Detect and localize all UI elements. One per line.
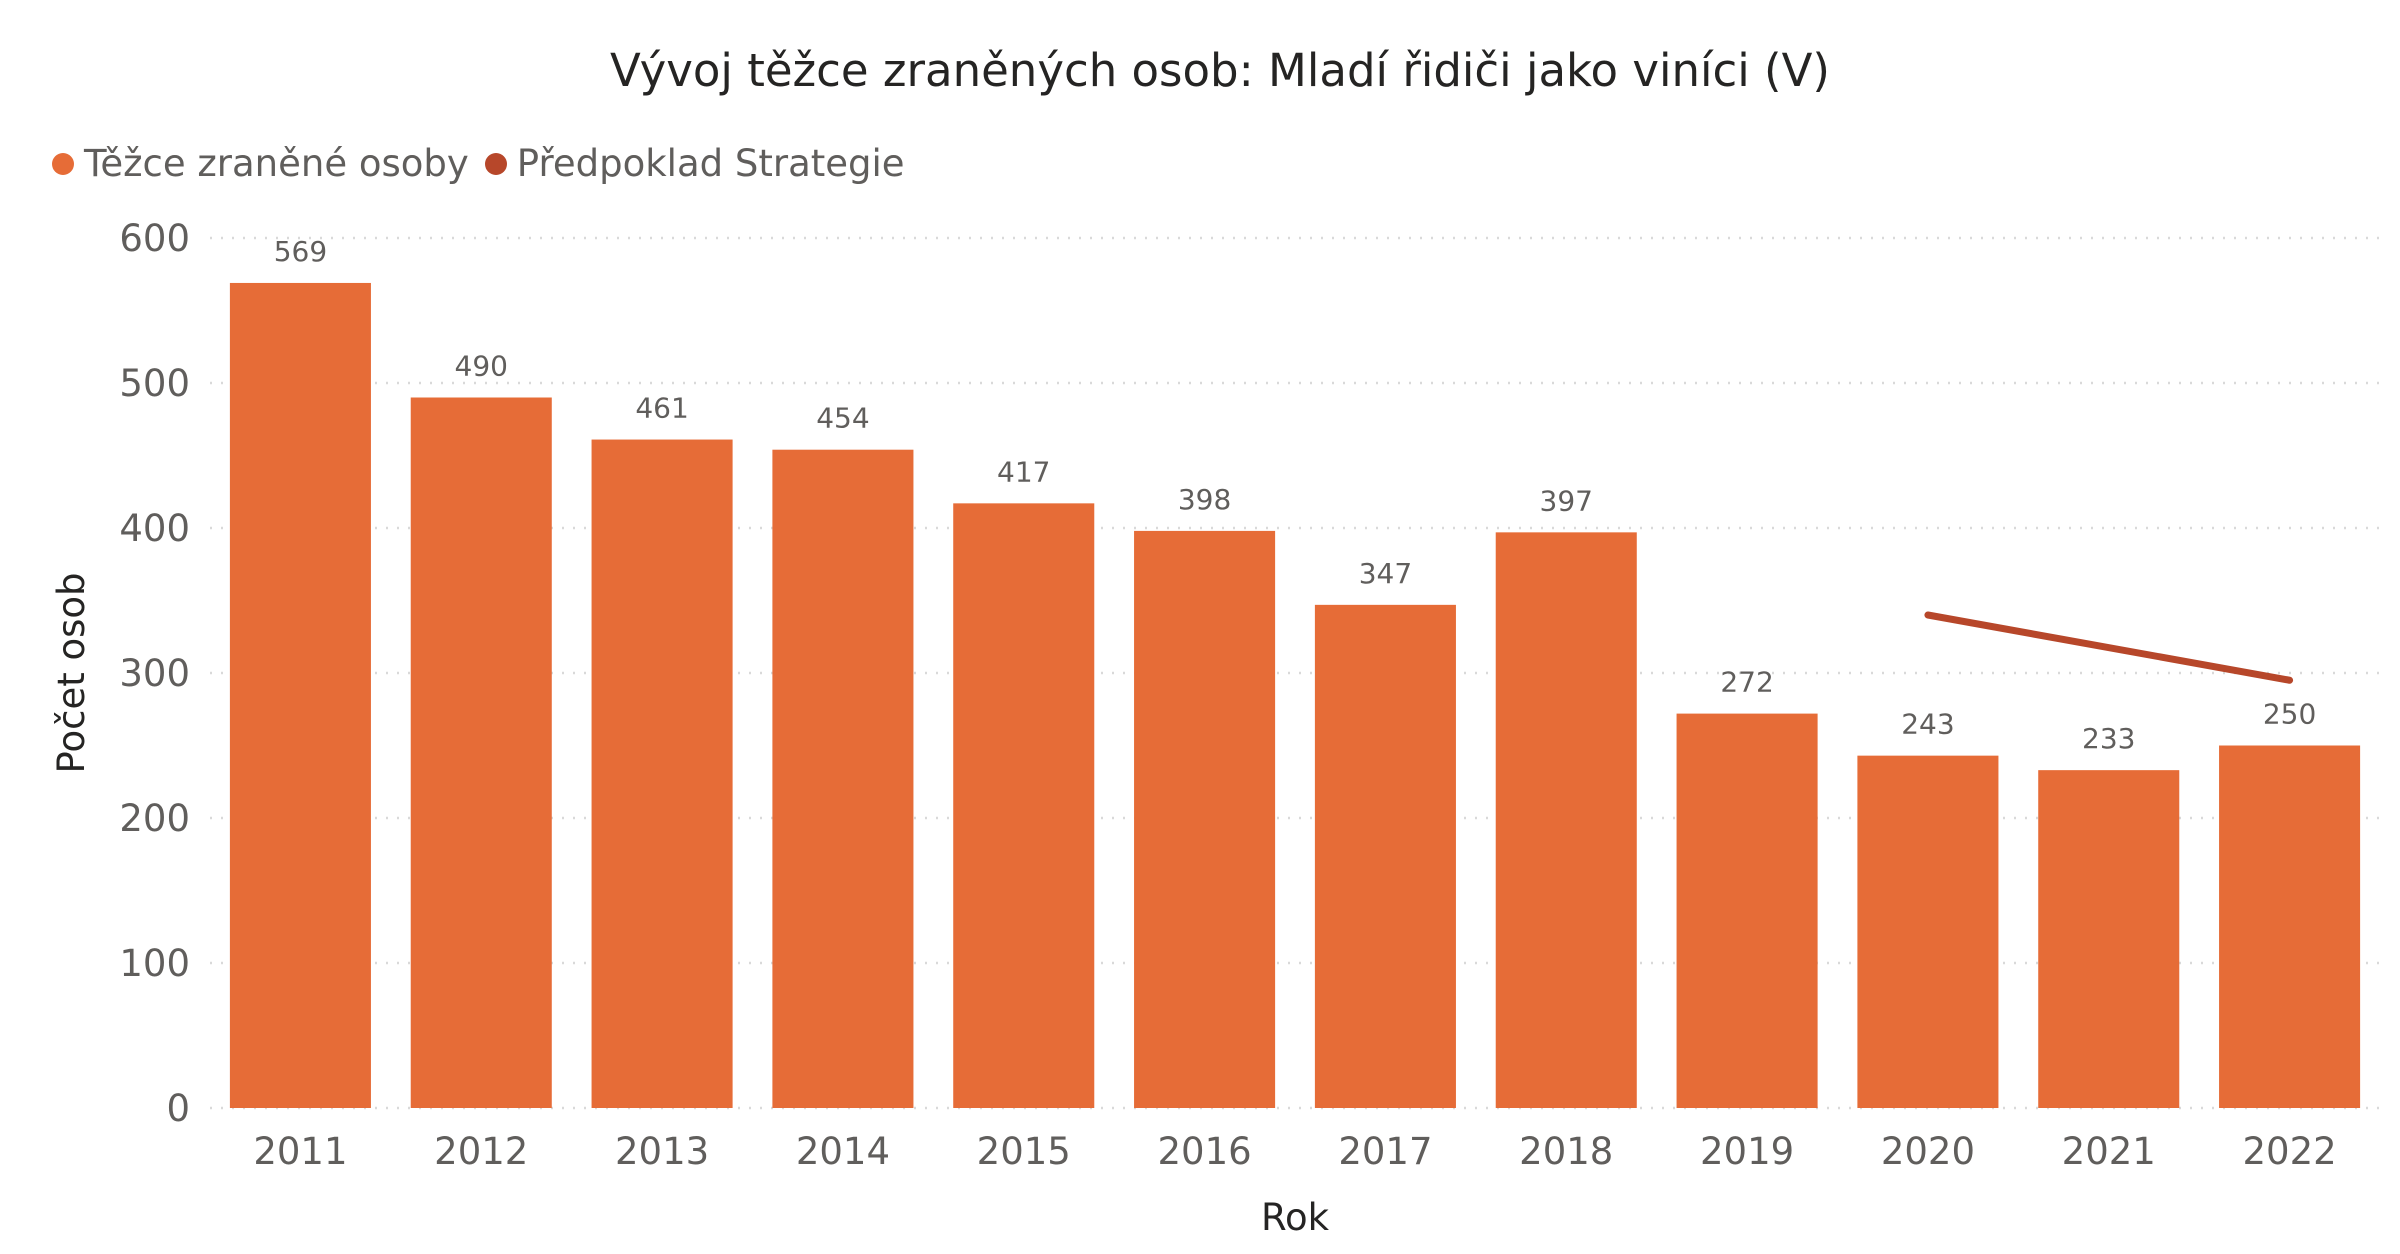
x-tick-label: 2019 (1700, 1130, 1794, 1173)
bar-2021 (2038, 770, 2180, 1108)
data-label: 569 (274, 235, 327, 268)
legend-item-line[interactable]: Předpoklad Strategie (484, 142, 905, 185)
data-labels: 569 490 461 454 417 398 347 397 272 243 233 250 (274, 235, 2317, 755)
data-label: 398 (1178, 483, 1231, 516)
legend: Těžce zraněné osoby Předpoklad Strategie (52, 142, 921, 185)
y-tick-label: 600 (119, 217, 190, 260)
y-tick-label: 500 (119, 362, 190, 405)
x-tick-label: 2017 (1338, 1130, 1432, 1173)
bar-2014 (772, 449, 914, 1108)
data-label: 417 (997, 455, 1050, 488)
bar-2016 (1134, 530, 1276, 1108)
legend-marker-line (484, 152, 507, 175)
strategy-line (1924, 611, 2294, 684)
bar-2015 (953, 503, 1095, 1109)
bar-2013 (591, 439, 733, 1108)
x-tick-label: 2013 (615, 1130, 709, 1173)
bars (229, 282, 2361, 1109)
x-tick-label: 2018 (1519, 1130, 1613, 1173)
data-label: 250 (2263, 698, 2316, 731)
bar-2020 (1857, 755, 1999, 1108)
legend-label-line: Předpoklad Strategie (516, 142, 905, 185)
x-tick-label: 2015 (977, 1130, 1071, 1173)
data-label: 243 (1901, 708, 1954, 741)
x-tick-label: 2011 (253, 1130, 347, 1173)
y-tick-label: 200 (119, 797, 190, 840)
x-axis-title: Rok (1261, 1196, 1330, 1239)
chart-title: Vývoj těžce zraněných osob: Mladí řidiči… (610, 44, 1830, 97)
x-tick-label: 2022 (2242, 1130, 2336, 1173)
axis-ticks: 0 100 200 300 400 500 600 2011 2012 2013 2014 2015 2… (119, 217, 2336, 1173)
legend-marker-bars (52, 152, 74, 175)
strategy-line-layer (1924, 611, 2294, 684)
x-tick-label: 2020 (1881, 1130, 1975, 1173)
bar-2018 (1495, 532, 1637, 1108)
bar-2011 (229, 282, 371, 1108)
y-tick-label: 400 (119, 507, 190, 550)
x-tick-label: 2016 (1157, 1130, 1251, 1173)
data-label: 233 (2082, 722, 2135, 755)
bar-2012 (410, 397, 552, 1108)
data-label: 490 (455, 350, 508, 383)
x-tick-label: 2014 (796, 1130, 890, 1173)
data-label: 461 (635, 392, 688, 425)
x-tick-label: 2021 (2062, 1130, 2156, 1173)
bar-2017 (1314, 604, 1456, 1108)
legend-label-bars: Těžce zraněné osoby (84, 142, 469, 185)
y-tick-label: 100 (119, 942, 190, 985)
data-label: 397 (1540, 484, 1593, 517)
data-label: 347 (1359, 557, 1412, 590)
y-axis-title: Počet osob (50, 572, 93, 773)
bar-2019 (1676, 713, 1818, 1108)
bar-2022 (2219, 745, 2361, 1108)
legend-item-bars[interactable]: Těžce zraněné osoby (52, 142, 469, 185)
y-tick-label: 300 (119, 652, 190, 695)
y-tick-label: 0 (166, 1087, 190, 1130)
x-tick-label: 2012 (434, 1130, 528, 1173)
data-label: 272 (1720, 666, 1773, 699)
data-label: 454 (816, 402, 869, 435)
